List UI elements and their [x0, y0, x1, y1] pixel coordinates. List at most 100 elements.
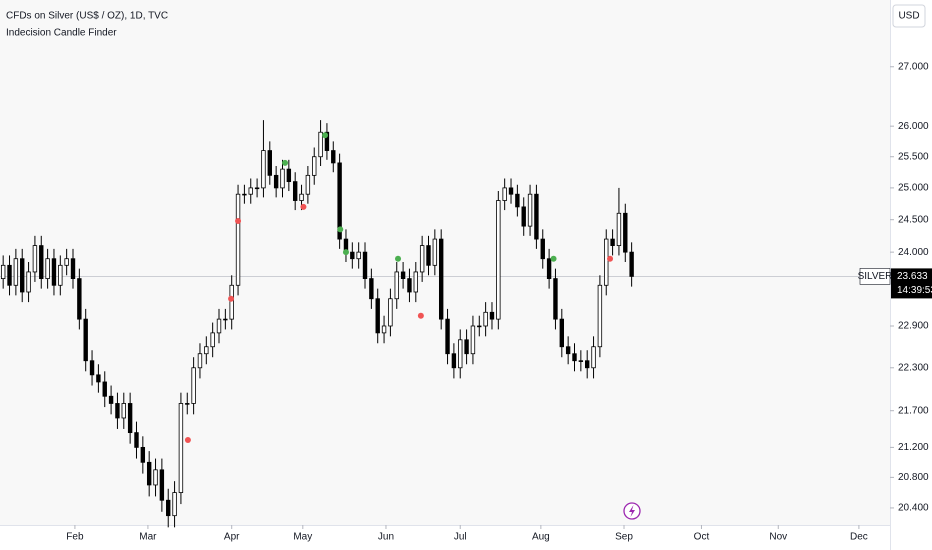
x-tick-label: Feb — [66, 532, 84, 543]
candle-body — [248, 187, 253, 195]
candle-body — [242, 193, 247, 196]
candle-body — [381, 325, 387, 334]
candle-body — [235, 193, 241, 286]
y-tick-label: 21.200 — [898, 442, 929, 453]
candle-body — [7, 264, 12, 286]
currency-label: USD — [898, 11, 919, 22]
candle-body — [286, 168, 292, 183]
candle-body — [477, 325, 482, 328]
signal-dot — [607, 255, 614, 262]
x-tick-label: Jun — [378, 532, 394, 543]
candle-body — [553, 278, 558, 320]
last-price-label: 23.633 — [897, 271, 928, 282]
chart-title: CFDs on Silver (US$ / OZ), 1D, TVC — [6, 11, 168, 22]
candle-body — [489, 311, 495, 320]
y-tick-label: 22.300 — [898, 362, 929, 373]
candle-body — [58, 264, 63, 286]
y-tick-label: 27.000 — [898, 61, 929, 72]
x-tick-label: May — [293, 532, 312, 543]
candle-body — [610, 238, 615, 247]
last-price-badge — [891, 268, 932, 299]
candle-body — [483, 311, 488, 327]
candle-body — [312, 156, 317, 176]
candle-body — [96, 374, 101, 383]
candle-body — [127, 403, 133, 434]
candle-body — [51, 258, 57, 286]
signal-dot — [235, 217, 242, 224]
indicator-name: Indecision Candle Finder — [6, 28, 117, 39]
candle-body — [64, 258, 69, 266]
candle-body — [337, 162, 342, 240]
candle-body — [331, 150, 336, 164]
signal-dot — [550, 255, 557, 262]
candle-body — [108, 395, 114, 404]
y-tick-label: 26.000 — [898, 121, 929, 132]
candle-body — [26, 271, 31, 293]
candle-body — [546, 258, 552, 279]
candle-body — [584, 360, 590, 369]
candle-body — [565, 346, 571, 355]
candle-body — [280, 168, 285, 189]
candle-body — [102, 381, 107, 397]
candle-body — [496, 200, 501, 320]
candle-body — [216, 318, 222, 334]
y-tick-label: 20.800 — [898, 472, 929, 483]
candle-body — [305, 174, 311, 195]
candle-body — [0, 264, 6, 279]
candle-body — [534, 193, 539, 240]
candle-body — [273, 174, 279, 189]
x-tick-label: Mar — [139, 532, 157, 543]
candle-body — [515, 193, 520, 208]
signal-dot — [228, 295, 235, 302]
candle-body — [572, 353, 577, 362]
plot-area — [0, 0, 890, 525]
candle-body — [438, 238, 444, 320]
candle-body — [39, 245, 44, 279]
candle-body — [292, 181, 298, 201]
y-tick-label: 22.900 — [898, 321, 929, 332]
candle-body — [267, 150, 272, 176]
countdown-label: 14:39:53 — [897, 285, 932, 296]
x-tick-label: Apr — [224, 532, 240, 543]
currency-button[interactable] — [892, 4, 926, 28]
candle-body — [458, 339, 463, 369]
candle-body — [356, 251, 361, 260]
symbol-badge — [859, 268, 891, 285]
candle-body — [45, 258, 50, 279]
candle-body — [559, 318, 565, 348]
candle-body — [324, 131, 330, 151]
x-tick-label: Dec — [850, 532, 868, 543]
y-tick-label: 21.700 — [898, 405, 929, 416]
signal-dot — [322, 132, 329, 139]
candle-body — [261, 150, 266, 189]
candle-body — [77, 278, 82, 320]
candle-body — [121, 403, 126, 419]
y-tick-label: 20.400 — [898, 503, 929, 514]
signal-dot — [342, 249, 349, 256]
candle-body — [578, 360, 584, 362]
candle-body — [604, 238, 609, 286]
candle-body — [299, 193, 304, 201]
candle-body — [419, 245, 425, 273]
candle-body — [115, 403, 120, 419]
x-tick-label: Oct — [694, 532, 710, 543]
signal-dot — [184, 436, 191, 443]
x-tick-label: Aug — [532, 532, 550, 543]
candle-body — [350, 251, 355, 260]
lightning-icon[interactable] — [623, 502, 641, 520]
candle-body — [432, 238, 438, 266]
candle-body — [400, 271, 406, 279]
y-tick-label: 24.000 — [898, 247, 929, 258]
candle-body — [153, 469, 158, 486]
candle-body — [83, 318, 88, 362]
candle-body — [146, 461, 152, 486]
candle-body — [502, 187, 507, 201]
candle-body — [140, 446, 146, 463]
candle-body — [134, 432, 139, 448]
candle-body — [375, 298, 380, 334]
candle-body — [623, 212, 628, 253]
candle-body — [210, 332, 215, 348]
y-tick-label: 24.500 — [898, 214, 929, 225]
signal-dot — [337, 226, 344, 233]
